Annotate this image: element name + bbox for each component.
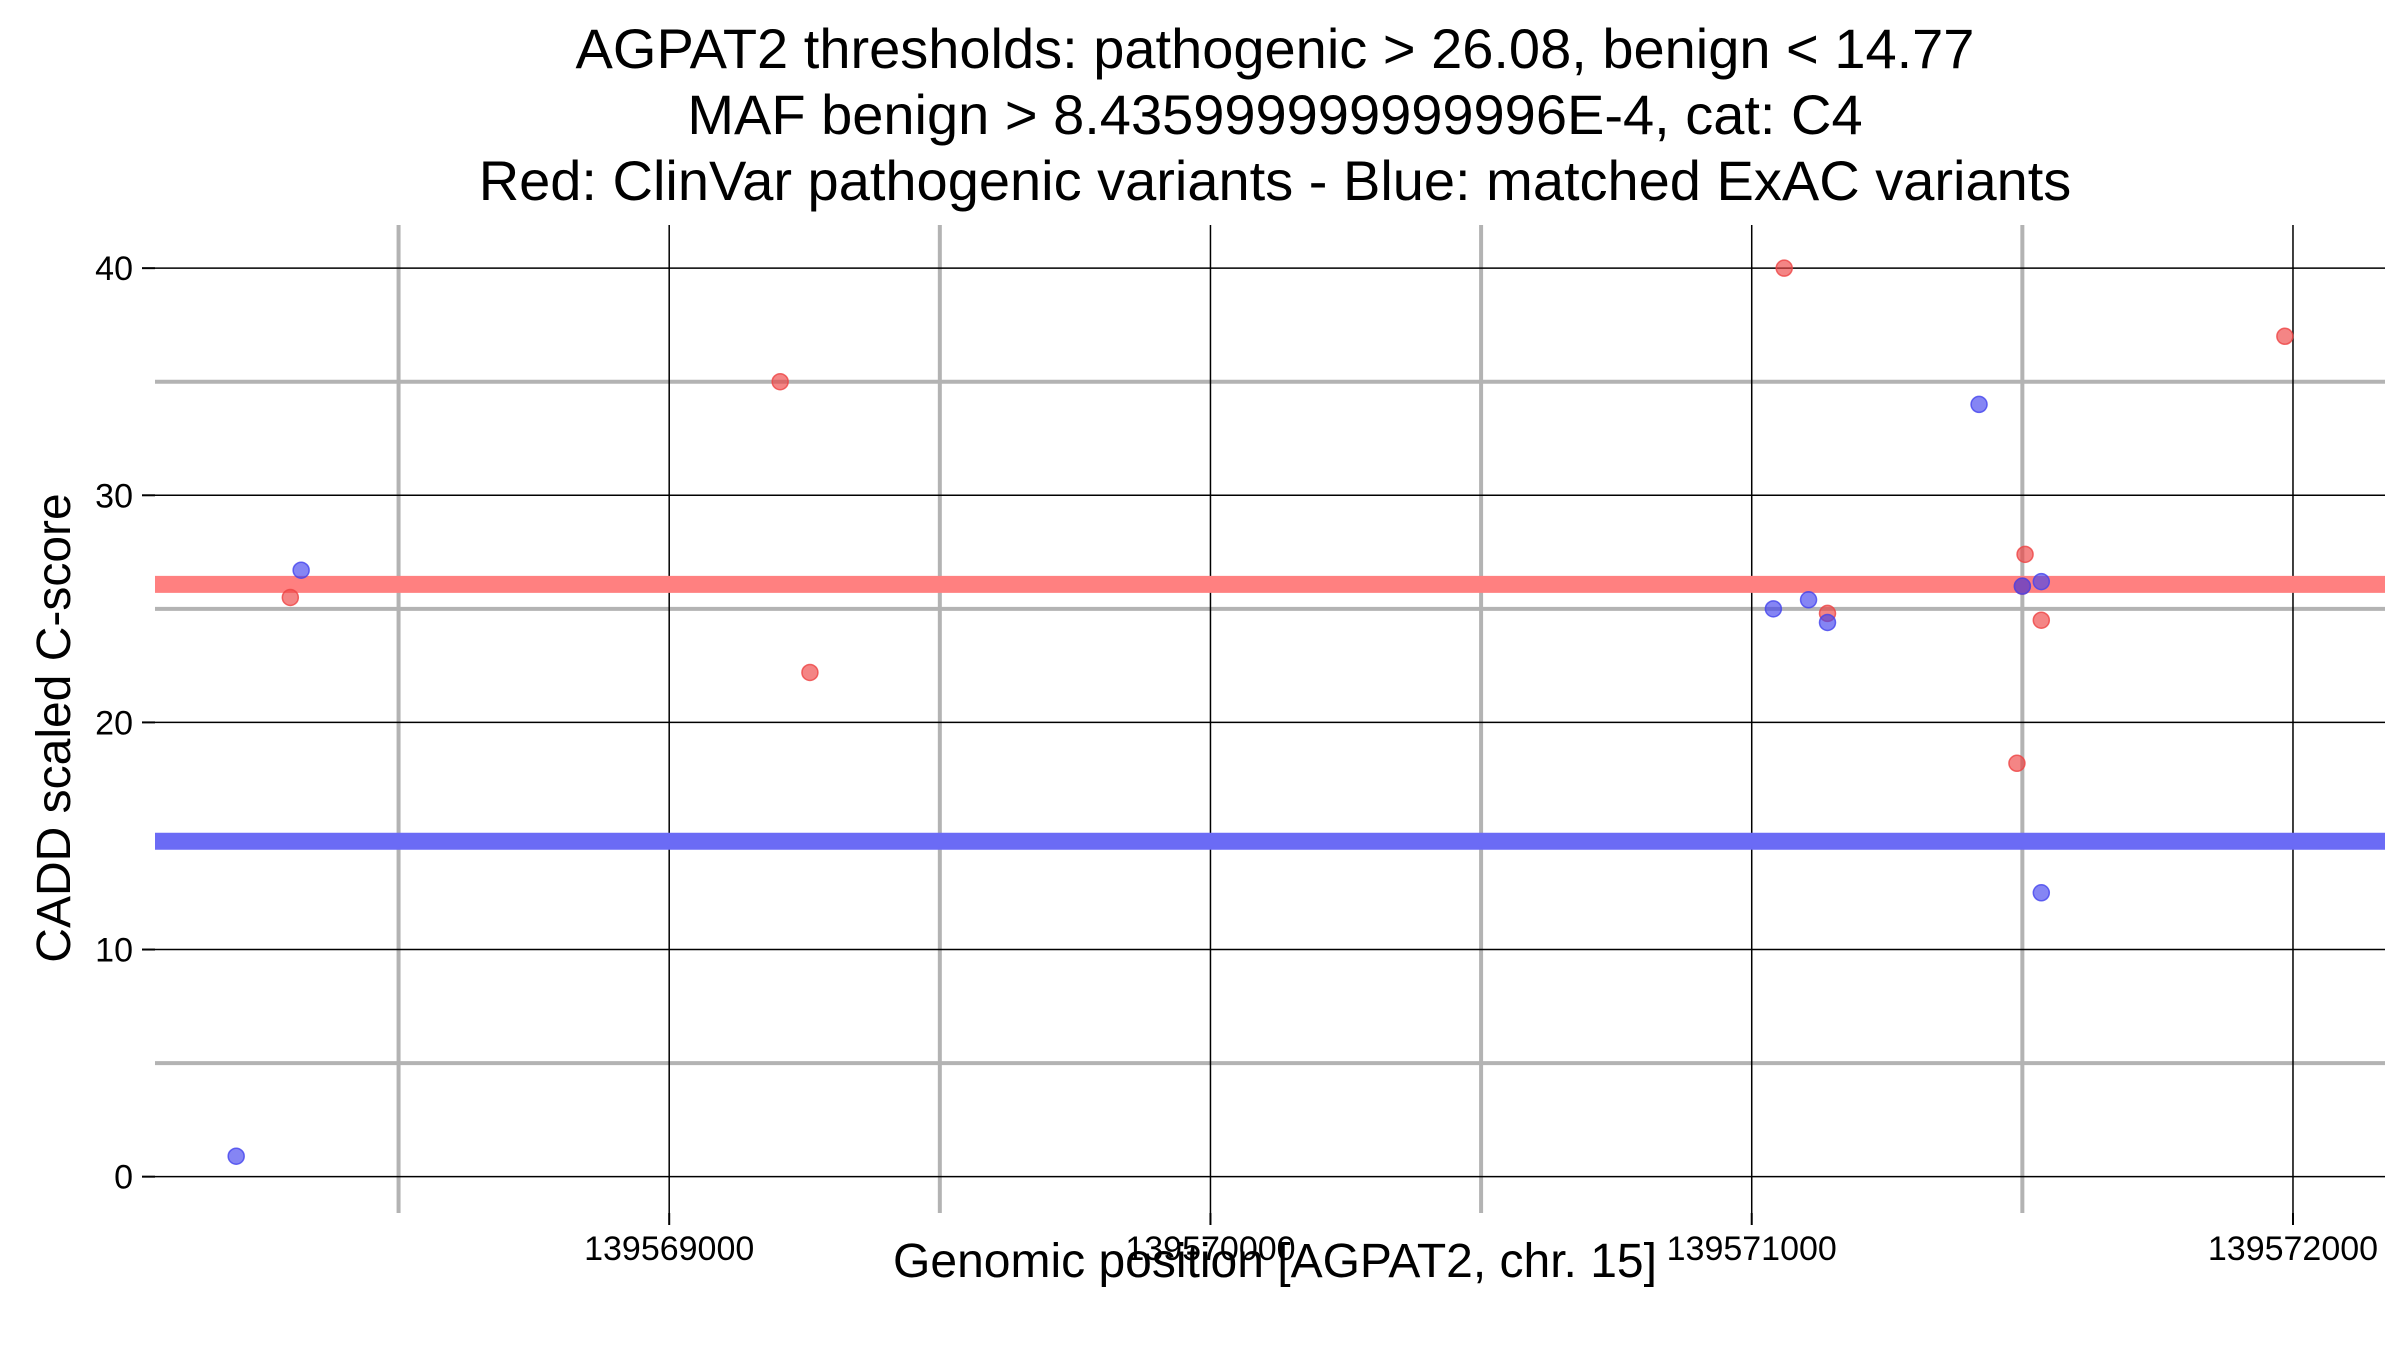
axes: 0 10 20 30 40 139569000 139570000 139571000 1395… bbox=[95, 250, 2378, 1268]
data-point bbox=[281, 588, 300, 607]
x-tick-label: 139569000 bbox=[584, 1230, 754, 1268]
y-tick-label: 40 bbox=[95, 250, 133, 288]
data-point bbox=[1775, 259, 1793, 277]
data-point bbox=[1970, 395, 1988, 414]
data-point bbox=[771, 372, 789, 391]
chart-title-line-2: MAF benign > 8.435999999999996E-4, cat: … bbox=[687, 83, 1862, 146]
y-axis-title: CADD scaled C-score bbox=[28, 493, 81, 962]
data-point bbox=[292, 561, 310, 579]
x-axis-title: Genomic position [AGPAT2, chr. 15] bbox=[893, 1235, 1657, 1288]
data-point bbox=[1799, 591, 1818, 609]
data-point bbox=[2008, 754, 2026, 773]
y-tick-label: 30 bbox=[95, 477, 133, 515]
y-tick-label: 10 bbox=[95, 932, 133, 970]
data-point bbox=[227, 1147, 245, 1165]
y-tick-label: 0 bbox=[114, 1159, 133, 1197]
data-point bbox=[1764, 600, 1783, 618]
data-point bbox=[1818, 613, 1837, 632]
data-point bbox=[2032, 572, 2051, 591]
data-point bbox=[2032, 611, 2051, 629]
x-tick-label: 139572000 bbox=[2208, 1230, 2378, 1268]
data-points bbox=[227, 259, 2294, 1165]
data-point bbox=[2016, 545, 2034, 564]
x-tick-label: 139570000 bbox=[1125, 1230, 1295, 1268]
y-tick-label: 20 bbox=[95, 704, 133, 742]
data-point bbox=[801, 663, 819, 682]
x-tick-label: 139571000 bbox=[1667, 1230, 1837, 1268]
chart-title-line-1: AGPAT2 thresholds: pathogenic > 26.08, b… bbox=[576, 17, 1975, 80]
threshold-lines bbox=[155, 575, 2385, 850]
data-point bbox=[2032, 884, 2051, 902]
data-point bbox=[2013, 577, 2032, 595]
data-point bbox=[2276, 327, 2294, 346]
chart-title-line-3: Red: ClinVar pathogenic variants - Blue:… bbox=[479, 149, 2072, 212]
